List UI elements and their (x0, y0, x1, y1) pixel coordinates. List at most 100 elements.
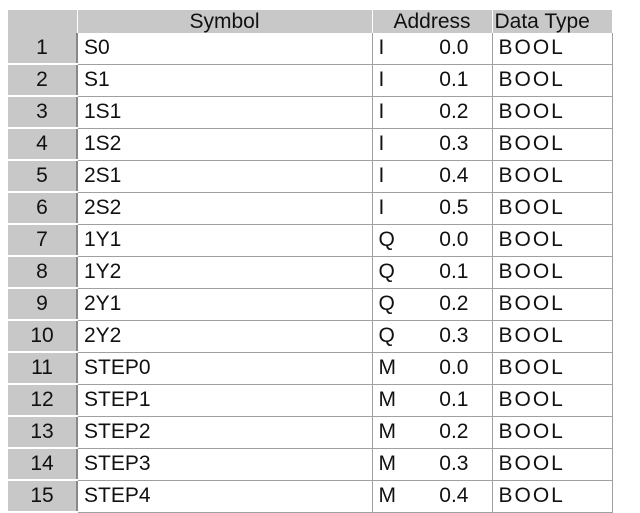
table-row[interactable]: 8 1Y2 Q 0.1 BOOL (8, 256, 613, 289)
symbol-cell[interactable]: STEP0 (77, 352, 373, 385)
address-cell[interactable]: I 0.0 (372, 33, 493, 65)
address-area: M (378, 484, 397, 507)
address-area: I (378, 196, 385, 219)
data-type-cell[interactable]: BOOL (492, 352, 613, 385)
address-cell[interactable]: M 0.4 (372, 480, 493, 513)
address-area: M (378, 452, 397, 475)
address-area: M (378, 356, 397, 379)
address-offset: 0.2 (439, 100, 469, 123)
table-row[interactable]: 2 S1 I 0.1 BOOL (8, 64, 613, 97)
row-number[interactable]: 13 (8, 416, 78, 449)
data-type-cell[interactable]: BOOL (492, 224, 613, 257)
address-cell[interactable]: M 0.0 (372, 352, 493, 385)
table-row[interactable]: 10 2Y2 Q 0.3 BOOL (8, 320, 613, 353)
address-header[interactable]: Address (372, 10, 493, 33)
symbol-cell[interactable]: 1Y2 (77, 256, 373, 289)
data-type-cell[interactable]: BOOL (492, 192, 613, 225)
symbol-cell[interactable]: S0 (77, 33, 373, 65)
data-type-header[interactable]: Data Type (492, 10, 613, 33)
data-type-cell[interactable]: BOOL (492, 288, 613, 321)
table-row[interactable]: 5 2S1 I 0.4 BOOL (8, 160, 613, 193)
header-row: Symbol Address Data Type (8, 10, 613, 33)
row-number[interactable]: 11 (8, 352, 78, 385)
address-offset: 0.1 (439, 388, 469, 411)
row-number[interactable]: 2 (8, 64, 78, 97)
row-number[interactable]: 3 (8, 96, 78, 129)
symbol-cell[interactable]: 1Y1 (77, 224, 373, 257)
symbol-cell[interactable]: 1S1 (77, 96, 373, 129)
data-type-cell[interactable]: BOOL (492, 64, 613, 97)
row-number[interactable]: 12 (8, 384, 78, 417)
address-cell[interactable]: Q 0.2 (372, 288, 493, 321)
address-area: M (378, 420, 397, 443)
symbol-header[interactable]: Symbol (77, 10, 373, 33)
address-area: I (378, 132, 385, 155)
address-offset: 0.4 (439, 484, 469, 507)
table-row[interactable]: 14 STEP3 M 0.3 BOOL (8, 448, 613, 481)
address-area: Q (378, 324, 395, 347)
data-type-cell[interactable]: BOOL (492, 448, 613, 481)
address-offset: 0.0 (439, 36, 469, 60)
address-cell[interactable]: I 0.4 (372, 160, 493, 193)
symbol-cell[interactable]: S1 (77, 64, 373, 97)
address-cell[interactable]: Q 0.1 (372, 256, 493, 289)
address-area: Q (378, 228, 395, 251)
address-offset: 0.0 (439, 356, 469, 379)
address-offset: 0.0 (439, 228, 469, 251)
row-number[interactable]: 6 (8, 192, 78, 225)
symbol-cell[interactable]: STEP1 (77, 384, 373, 417)
symbol-cell[interactable]: 2Y1 (77, 288, 373, 321)
symbol-cell[interactable]: STEP4 (77, 480, 373, 513)
data-type-cell[interactable]: BOOL (492, 480, 613, 513)
row-number[interactable]: 1 (8, 33, 78, 65)
table-row[interactable]: 13 STEP2 M 0.2 BOOL (8, 416, 613, 449)
data-type-cell[interactable]: BOOL (492, 320, 613, 353)
row-number[interactable]: 9 (8, 288, 78, 321)
address-cell[interactable]: M 0.3 (372, 448, 493, 481)
data-type-cell[interactable]: BOOL (492, 384, 613, 417)
data-type-cell[interactable]: BOOL (492, 33, 613, 65)
row-number[interactable]: 4 (8, 128, 78, 161)
data-type-cell[interactable]: BOOL (492, 128, 613, 161)
symbol-cell[interactable]: STEP2 (77, 416, 373, 449)
address-area: I (378, 68, 385, 91)
table-row[interactable]: 3 1S1 I 0.2 BOOL (8, 96, 613, 129)
address-cell[interactable]: I 0.1 (372, 64, 493, 97)
symbol-cell[interactable]: 2S2 (77, 192, 373, 225)
address-cell[interactable]: I 0.3 (372, 128, 493, 161)
address-cell[interactable]: M 0.1 (372, 384, 493, 417)
data-type-cell[interactable]: BOOL (492, 416, 613, 449)
symbol-cell[interactable]: 1S2 (77, 128, 373, 161)
address-cell[interactable]: I 0.5 (372, 192, 493, 225)
data-type-cell[interactable]: BOOL (492, 256, 613, 289)
row-number-header[interactable] (8, 10, 78, 33)
address-offset: 0.3 (439, 324, 469, 347)
table-row[interactable]: 12 STEP1 M 0.1 BOOL (8, 384, 613, 417)
address-cell[interactable]: Q 0.3 (372, 320, 493, 353)
table-row[interactable]: 1 S0 I 0.0 BOOL (8, 33, 613, 65)
symbol-cell[interactable]: 2S1 (77, 160, 373, 193)
row-number[interactable]: 14 (8, 448, 78, 481)
address-cell[interactable]: I 0.2 (372, 96, 493, 129)
address-area: I (378, 164, 385, 187)
row-number[interactable]: 8 (8, 256, 78, 289)
row-number[interactable]: 7 (8, 224, 78, 257)
symbol-cell[interactable]: STEP3 (77, 448, 373, 481)
row-number[interactable]: 5 (8, 160, 78, 193)
address-cell[interactable]: M 0.2 (372, 416, 493, 449)
symbol-cell[interactable]: 2Y2 (77, 320, 373, 353)
row-number[interactable]: 10 (8, 320, 78, 353)
address-area: I (378, 36, 385, 60)
address-cell[interactable]: Q 0.0 (372, 224, 493, 257)
table-row[interactable]: 4 1S2 I 0.3 BOOL (8, 128, 613, 161)
address-offset: 0.3 (439, 452, 469, 475)
table-row[interactable]: 15 STEP4 M 0.4 BOOL (8, 480, 613, 513)
address-offset: 0.1 (439, 68, 469, 91)
table-row[interactable]: 9 2Y1 Q 0.2 BOOL (8, 288, 613, 321)
row-number[interactable]: 15 (8, 480, 78, 513)
table-row[interactable]: 7 1Y1 Q 0.0 BOOL (8, 224, 613, 257)
data-type-cell[interactable]: BOOL (492, 160, 613, 193)
table-row[interactable]: 11 STEP0 M 0.0 BOOL (8, 352, 613, 385)
data-type-cell[interactable]: BOOL (492, 96, 613, 129)
table-row[interactable]: 6 2S2 I 0.5 BOOL (8, 192, 613, 225)
